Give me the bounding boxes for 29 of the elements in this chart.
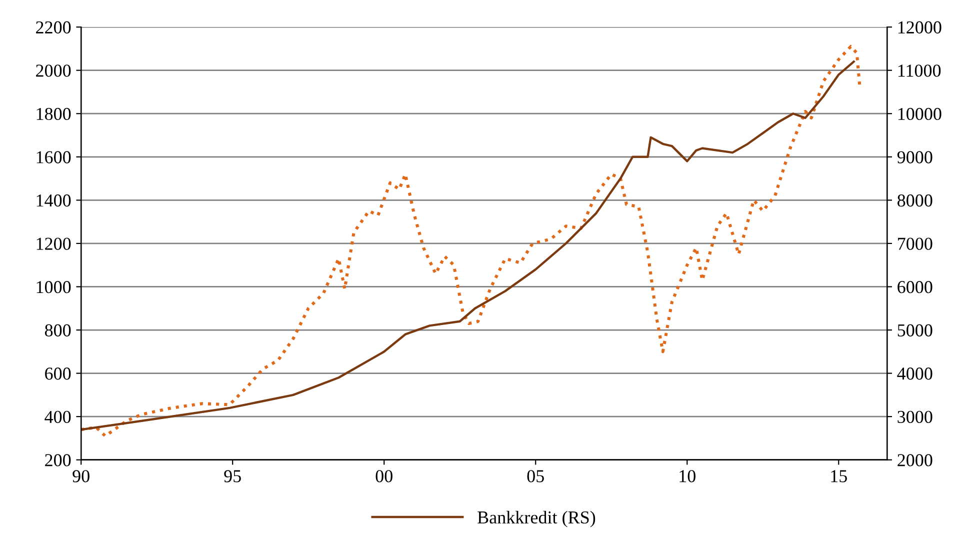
y-tick-label: 600 (45, 368, 71, 380)
x-tick-label: 05 (527, 470, 544, 482)
x-tick-label: 90 (72, 470, 90, 482)
x-tick-label: 10 (680, 470, 696, 482)
y2-tick-label: 6000 (898, 280, 932, 294)
y2-tick-label: 9000 (897, 151, 932, 164)
y2-tick-label: 7000 (898, 238, 932, 250)
y-tick-label: 200 (45, 454, 71, 466)
y2-tick-label: 5000 (898, 324, 932, 336)
y-tick-label: 1200 (36, 238, 71, 250)
text: Bankkredit (RS) (478, 510, 596, 528)
y-tick-label: 400 (44, 410, 71, 424)
y2-tick-label: 3000 (898, 410, 932, 424)
x-tick-label: 15 (831, 470, 847, 482)
y2-tick-label: 10000 (898, 108, 942, 120)
y-tick-label: 2000 (36, 64, 71, 77)
y2-tick-label: 11000 (898, 64, 941, 77)
y-tick-label: 1600 (36, 151, 71, 164)
y2-tick-label: 2000 (898, 454, 932, 466)
x-tick-label: 00 (376, 470, 392, 482)
y2-tick-label: 4000 (897, 368, 932, 380)
x-tick-label: 95 (224, 470, 241, 482)
y-tick-label: 1000 (36, 280, 71, 294)
y-tick-label: 1400 (36, 194, 71, 207)
y2-tick-label: 12000 (898, 21, 942, 34)
y2-tick-label: 8000 (898, 194, 932, 207)
y-tick-label: 800 (44, 324, 71, 336)
y-tick-label: 2200 (36, 21, 71, 34)
y-tick-label: 1800 (36, 108, 71, 120)
